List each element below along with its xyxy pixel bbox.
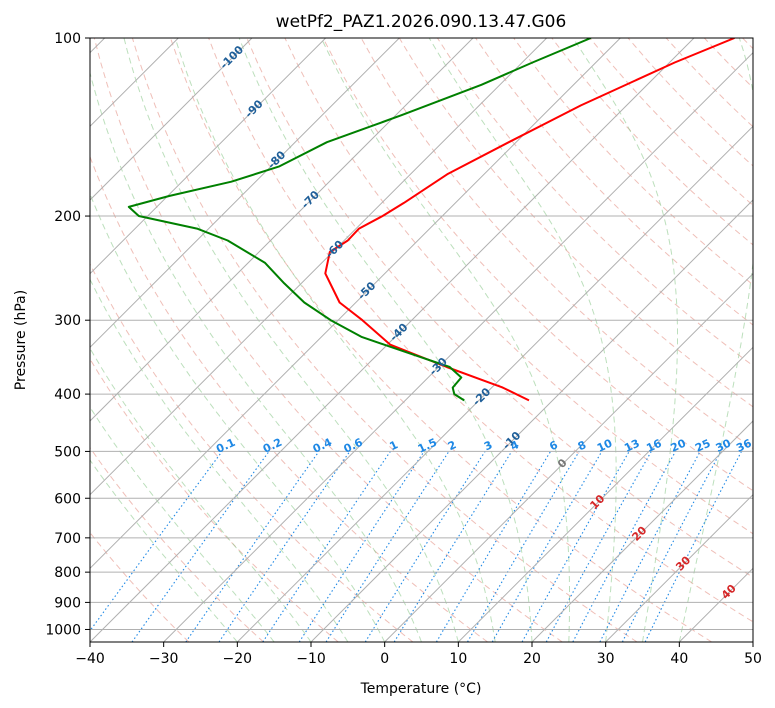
moist-adiabat [678,38,753,642]
moist-adiabat [90,278,349,642]
x-tick-label: −20 [223,651,253,667]
mixing-ratio-line [545,451,652,642]
plot-area: -100-90-80-70-60-50-40-30-20-10010203040… [90,38,754,642]
isotherm [90,38,253,201]
mixing-ratio-line [572,451,676,642]
mixing-ratio-line [325,451,450,642]
y-axis: 100 200 300 400 500 600 700 800 900 1000 [45,31,90,638]
isobars [90,38,753,630]
moist-adiabats [90,38,753,642]
moist-adiabat [428,38,617,642]
dry-adiabat [90,446,264,642]
dry-adiabat [208,38,753,623]
mixing-ratio-label: 13 [622,437,641,455]
mixing-ratio-line [644,451,742,642]
x-tick-label: 20 [523,651,541,667]
y-axis-label: Pressure (hPa) [13,290,29,390]
moist-adiabat [90,192,386,642]
dry-adiabat [90,358,339,642]
mixing-ratio-label: 30 [714,436,734,454]
isotherm [163,51,753,642]
isotherm [90,38,695,642]
y-tick-label: 100 [54,31,81,47]
x-tick-label: 10 [449,651,467,667]
y-tick-label: 200 [54,209,81,225]
chart-title: wetPf2_PAZ1.2026.090.13.47.G06 [276,12,567,32]
isotherm [310,199,753,642]
mixing-ratio-line [298,451,425,642]
x-axis: −40 −30 −20 −10 0 10 20 30 40 50 [75,642,762,667]
x-tick-label: −30 [149,651,179,667]
mixing-ratio-line [185,451,320,642]
mixing-ratio-label: 20 [669,436,689,454]
dry-adiabat [322,38,753,492]
x-tick-label: 30 [597,651,615,667]
mixing-ratio-line [90,451,223,632]
moist-adiabat [90,70,422,642]
x-axis-label: Temperature (°C) [360,681,482,697]
isotherm [90,38,474,422]
y-tick-label: 600 [54,491,81,507]
y-tick-label: 500 [54,444,81,460]
moist-adiabat [320,38,570,642]
x-tick-label: 40 [670,651,688,667]
y-tick-label: 700 [54,531,81,547]
y-tick-label: 800 [54,565,81,581]
dry-adiabat [90,262,414,642]
profiles [127,38,735,402]
dry-adiabat [475,38,753,326]
x-tick-label: −10 [296,651,326,667]
x-tick-label: 50 [744,651,762,667]
isotherm [90,38,621,570]
isotherm [90,38,548,496]
moist-adiabat [90,406,275,642]
dewpoint-profile [127,38,592,402]
mixing-ratio-label: 36 [734,436,754,454]
x-tick-label: 0 [380,651,389,667]
dry-adiabats [90,38,753,642]
mixing-ratio-line [218,451,351,642]
isotherm [457,346,753,642]
mixing-ratio-line [521,451,630,642]
dry-adiabat [513,38,753,286]
dry-adiabat [131,38,638,642]
isotherms [90,38,753,642]
y-tick-label: 400 [54,387,81,403]
moist-adiabat [238,38,533,642]
moist-adiabat [90,459,238,642]
isotherm [90,38,327,275]
y-tick-label: 300 [54,313,81,329]
dry-adiabat [284,38,753,535]
y-tick-label: 1000 [45,622,81,638]
isotherm [90,38,400,349]
mixing-ratio-label: 16 [644,437,664,455]
y-tick-label: 900 [54,595,81,611]
isotherm [605,493,753,642]
dry-adiabat [246,38,753,578]
mixing-ratio-line [393,451,513,642]
mixing-ratio-label: 10 [595,436,615,454]
moist-adiabat [572,38,678,642]
isotherm [236,125,753,642]
moist-adiabat [174,38,496,642]
mixing-ratio-label: 25 [693,437,712,455]
x-tick-label: −40 [75,651,105,667]
moist-adiabat [123,38,459,642]
isotherm [384,272,753,642]
plot-frame [89,37,754,643]
mixing-ratio-line [262,451,391,642]
dry-adiabat [93,38,563,642]
isotherm [531,420,753,642]
mixing-ratio-line [621,451,722,642]
